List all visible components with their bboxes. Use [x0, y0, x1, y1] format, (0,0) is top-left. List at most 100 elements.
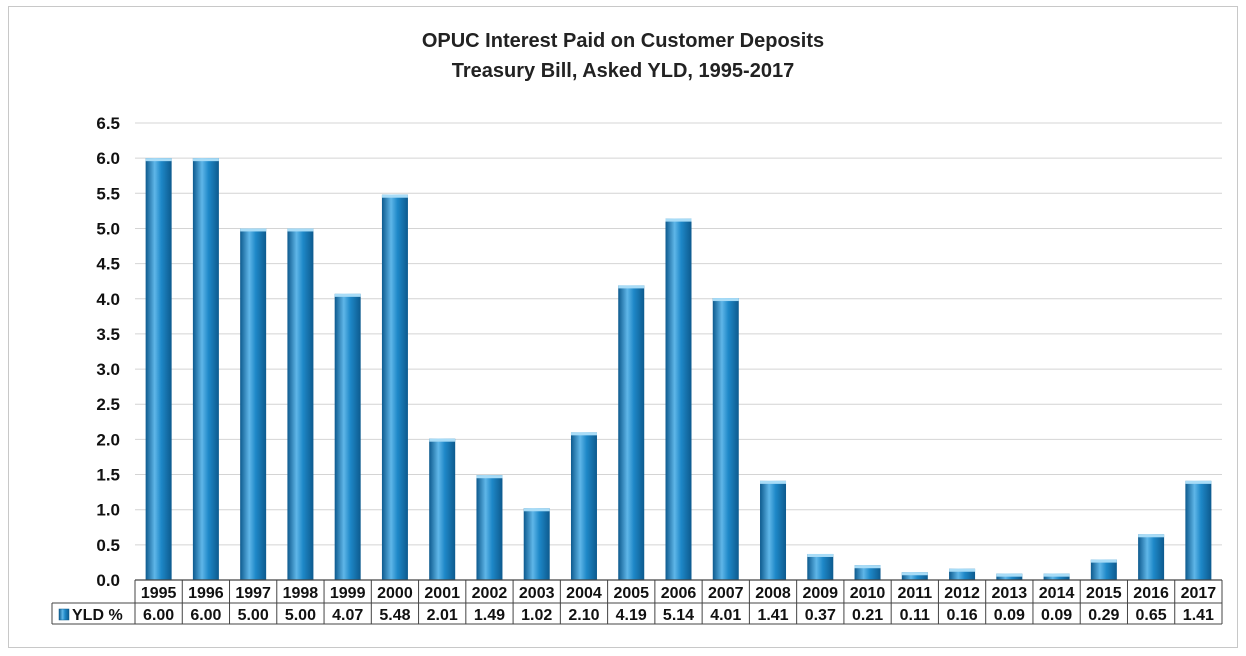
x-category-label: 2009	[802, 585, 838, 602]
data-label: 0.21	[852, 607, 883, 624]
x-category-label: 2016	[1133, 585, 1169, 602]
bar-cap	[996, 573, 1023, 577]
bar	[712, 298, 739, 580]
x-category-label: 2008	[755, 585, 791, 602]
bar	[665, 218, 692, 580]
data-label: 0.37	[805, 607, 836, 624]
bar	[618, 285, 645, 580]
data-label: 0.09	[994, 607, 1025, 624]
x-category-label: 1997	[235, 585, 271, 602]
legend-label: YLD %	[72, 607, 123, 624]
data-label: 0.65	[1136, 607, 1167, 624]
bar	[381, 194, 408, 580]
legend-swatch	[58, 608, 70, 621]
bar-cap	[949, 568, 976, 572]
bar-cap	[381, 194, 408, 198]
x-category-label: 1999	[330, 585, 366, 602]
x-category-label: 2003	[519, 585, 555, 602]
bar	[145, 158, 172, 580]
data-label: 5.00	[285, 607, 316, 624]
bar-cap	[807, 553, 834, 557]
data-label: 1.49	[474, 607, 505, 624]
bar-cap	[287, 228, 314, 232]
bar-cap	[429, 438, 456, 442]
bar	[523, 508, 550, 580]
data-label: 6.00	[143, 607, 174, 624]
chart-title: OPUC Interest Paid on Customer Deposits	[421, 30, 825, 52]
bar	[807, 553, 834, 580]
data-label: 1.02	[521, 607, 552, 624]
y-tick-label: 3.0	[96, 360, 120, 379]
data-label: 5.48	[379, 607, 410, 624]
bar-cap	[334, 293, 361, 297]
data-label: 0.29	[1088, 607, 1119, 624]
bar	[192, 158, 219, 580]
x-category-label: 2002	[472, 585, 508, 602]
y-tick-label: 6.5	[96, 114, 120, 133]
data-table: 1995 6.00 1996 6.00 1997 5.00 1998 5.00 1999 4.07…	[51, 579, 1223, 625]
y-tick-label: 5.0	[96, 219, 120, 238]
data-label: 0.11	[900, 607, 930, 624]
x-category-label: 2015	[1086, 585, 1122, 602]
y-axis-ticks: 0.0 0.5 1.0 1.5 2.0 2.5 3.0 3.5 4.0 4.5 5.0 5.5 6.0 6…	[96, 114, 120, 590]
y-tick-label: 1.5	[96, 466, 120, 485]
bar-cap	[240, 228, 267, 232]
data-label: 5.14	[663, 607, 694, 624]
x-category-label: 2006	[661, 585, 697, 602]
bar	[1090, 559, 1117, 580]
x-category-label: 2005	[613, 585, 649, 602]
y-tick-label: 4.0	[96, 290, 120, 309]
bar	[240, 228, 267, 580]
data-label: 4.07	[332, 607, 363, 624]
bar	[570, 432, 597, 580]
x-category-label: 1995	[141, 585, 177, 602]
bar-cap	[760, 480, 787, 484]
x-category-label: 2011	[897, 585, 932, 602]
x-category-label: 2013	[992, 585, 1028, 602]
data-label: 4.19	[616, 607, 647, 624]
x-category-label: 2004	[566, 585, 602, 602]
x-category-label: 1996	[188, 585, 224, 602]
bar	[1043, 573, 1070, 580]
bar-cap	[570, 432, 597, 436]
bar-cap	[1043, 573, 1070, 577]
bar-cap	[618, 285, 645, 289]
y-tick-label: 1.0	[96, 501, 120, 520]
bar	[760, 480, 787, 580]
data-label: 1.41	[1183, 607, 1214, 624]
bar-cap	[901, 572, 928, 576]
data-label: 1.41	[757, 607, 788, 624]
bar-cap	[665, 218, 692, 222]
data-label: 0.09	[1041, 607, 1072, 624]
data-label: 2.01	[427, 607, 458, 624]
bar-cap	[476, 475, 503, 479]
bar	[996, 573, 1023, 580]
x-category-label: 1998	[283, 585, 319, 602]
bar	[1185, 480, 1212, 580]
y-tick-label: 6.0	[96, 149, 120, 168]
x-category-label: 2007	[708, 585, 744, 602]
y-tick-label: 3.5	[96, 325, 120, 344]
bar-cap	[712, 298, 739, 302]
x-category-label: 2012	[944, 585, 980, 602]
bar-cap	[1090, 559, 1117, 563]
bar-cap	[1185, 480, 1212, 484]
x-category-label: 2000	[377, 585, 413, 602]
y-tick-label: 2.0	[96, 430, 120, 449]
bar-cap	[192, 158, 219, 162]
data-label: 5.00	[238, 607, 269, 624]
bar-cap	[854, 565, 881, 569]
bar	[1138, 534, 1165, 580]
x-category-label: 2010	[850, 585, 886, 602]
bar	[287, 228, 314, 580]
y-tick-label: 2.5	[96, 395, 120, 414]
data-label: 2.10	[568, 607, 599, 624]
bar	[949, 568, 976, 580]
x-category-label: 2017	[1181, 585, 1217, 602]
x-category-label: 2001	[424, 585, 460, 602]
bar-cap	[145, 158, 172, 162]
bar	[901, 572, 928, 580]
y-tick-label: 0.0	[96, 571, 120, 590]
y-tick-label: 5.5	[96, 184, 120, 203]
